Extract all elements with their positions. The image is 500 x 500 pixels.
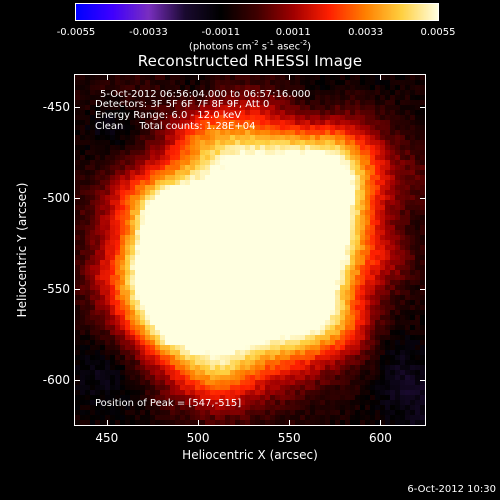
x-tick-label: 600 — [368, 431, 392, 445]
y-tick-label: -450 — [42, 99, 70, 114]
clean-counts-label: Clean Total counts: 1.28E+04 — [95, 121, 256, 132]
y-tick-label: -550 — [42, 282, 70, 297]
y-tick-mark — [74, 380, 80, 382]
colorbar-tick-label: 0.0033 — [348, 27, 384, 38]
colorbar-tick-label: -0.0033 — [129, 27, 168, 38]
y-tick-label: -500 — [42, 191, 70, 206]
y-tick-mark — [420, 106, 426, 108]
colorbar — [75, 3, 439, 21]
x-tick-mark — [289, 420, 291, 426]
x-tick-mark — [380, 74, 382, 80]
y-tick-mark — [420, 380, 426, 382]
time-range-label: 5-Oct-2012 06:56:04.000 to 06:57:16.000 — [100, 89, 311, 100]
colorbar-tick-label: 0.0011 — [275, 27, 311, 38]
x-tick-mark — [106, 420, 108, 426]
x-axis-label: Heliocentric X (arcsec) — [182, 448, 318, 462]
colorbar-tick-label: -0.0055 — [56, 27, 96, 38]
x-tick-mark — [106, 74, 108, 80]
y-tick-mark — [74, 289, 80, 291]
y-tick-mark — [74, 106, 80, 108]
colorbar-tick-label: -0.0011 — [201, 27, 241, 38]
rhessi-image — [75, 75, 425, 425]
x-tick-mark — [289, 74, 291, 80]
colorbar-units: (photons cm-2 s-1 asec-2) — [188, 39, 312, 53]
peak-position-label: Position of Peak = [547,-515] — [95, 398, 242, 409]
image-title: Reconstructed RHESSI Image — [137, 52, 363, 70]
y-tick-mark — [420, 198, 426, 200]
y-tick-mark — [74, 198, 80, 200]
x-tick-label: 500 — [186, 431, 210, 445]
x-tick-mark — [380, 420, 382, 426]
colorbar-tick-label: 0.0055 — [420, 27, 456, 38]
timestamp: 6-Oct-2012 10:30 — [407, 484, 496, 495]
y-tick-label: -600 — [42, 373, 70, 388]
x-tick-mark — [198, 74, 200, 80]
y-tick-mark — [420, 289, 426, 291]
image-frame — [74, 74, 426, 426]
x-tick-label: 550 — [277, 431, 301, 445]
y-axis-label: Heliocentric Y (arcsec) — [15, 182, 29, 318]
x-tick-label: 450 — [95, 431, 119, 445]
detectors-label: Detectors: 3F 5F 6F 7F 8F 9F, Att 0 — [95, 99, 270, 110]
x-tick-mark — [198, 420, 200, 426]
energy-range-label: Energy Range: 6.0 - 12.0 keV — [95, 110, 242, 121]
